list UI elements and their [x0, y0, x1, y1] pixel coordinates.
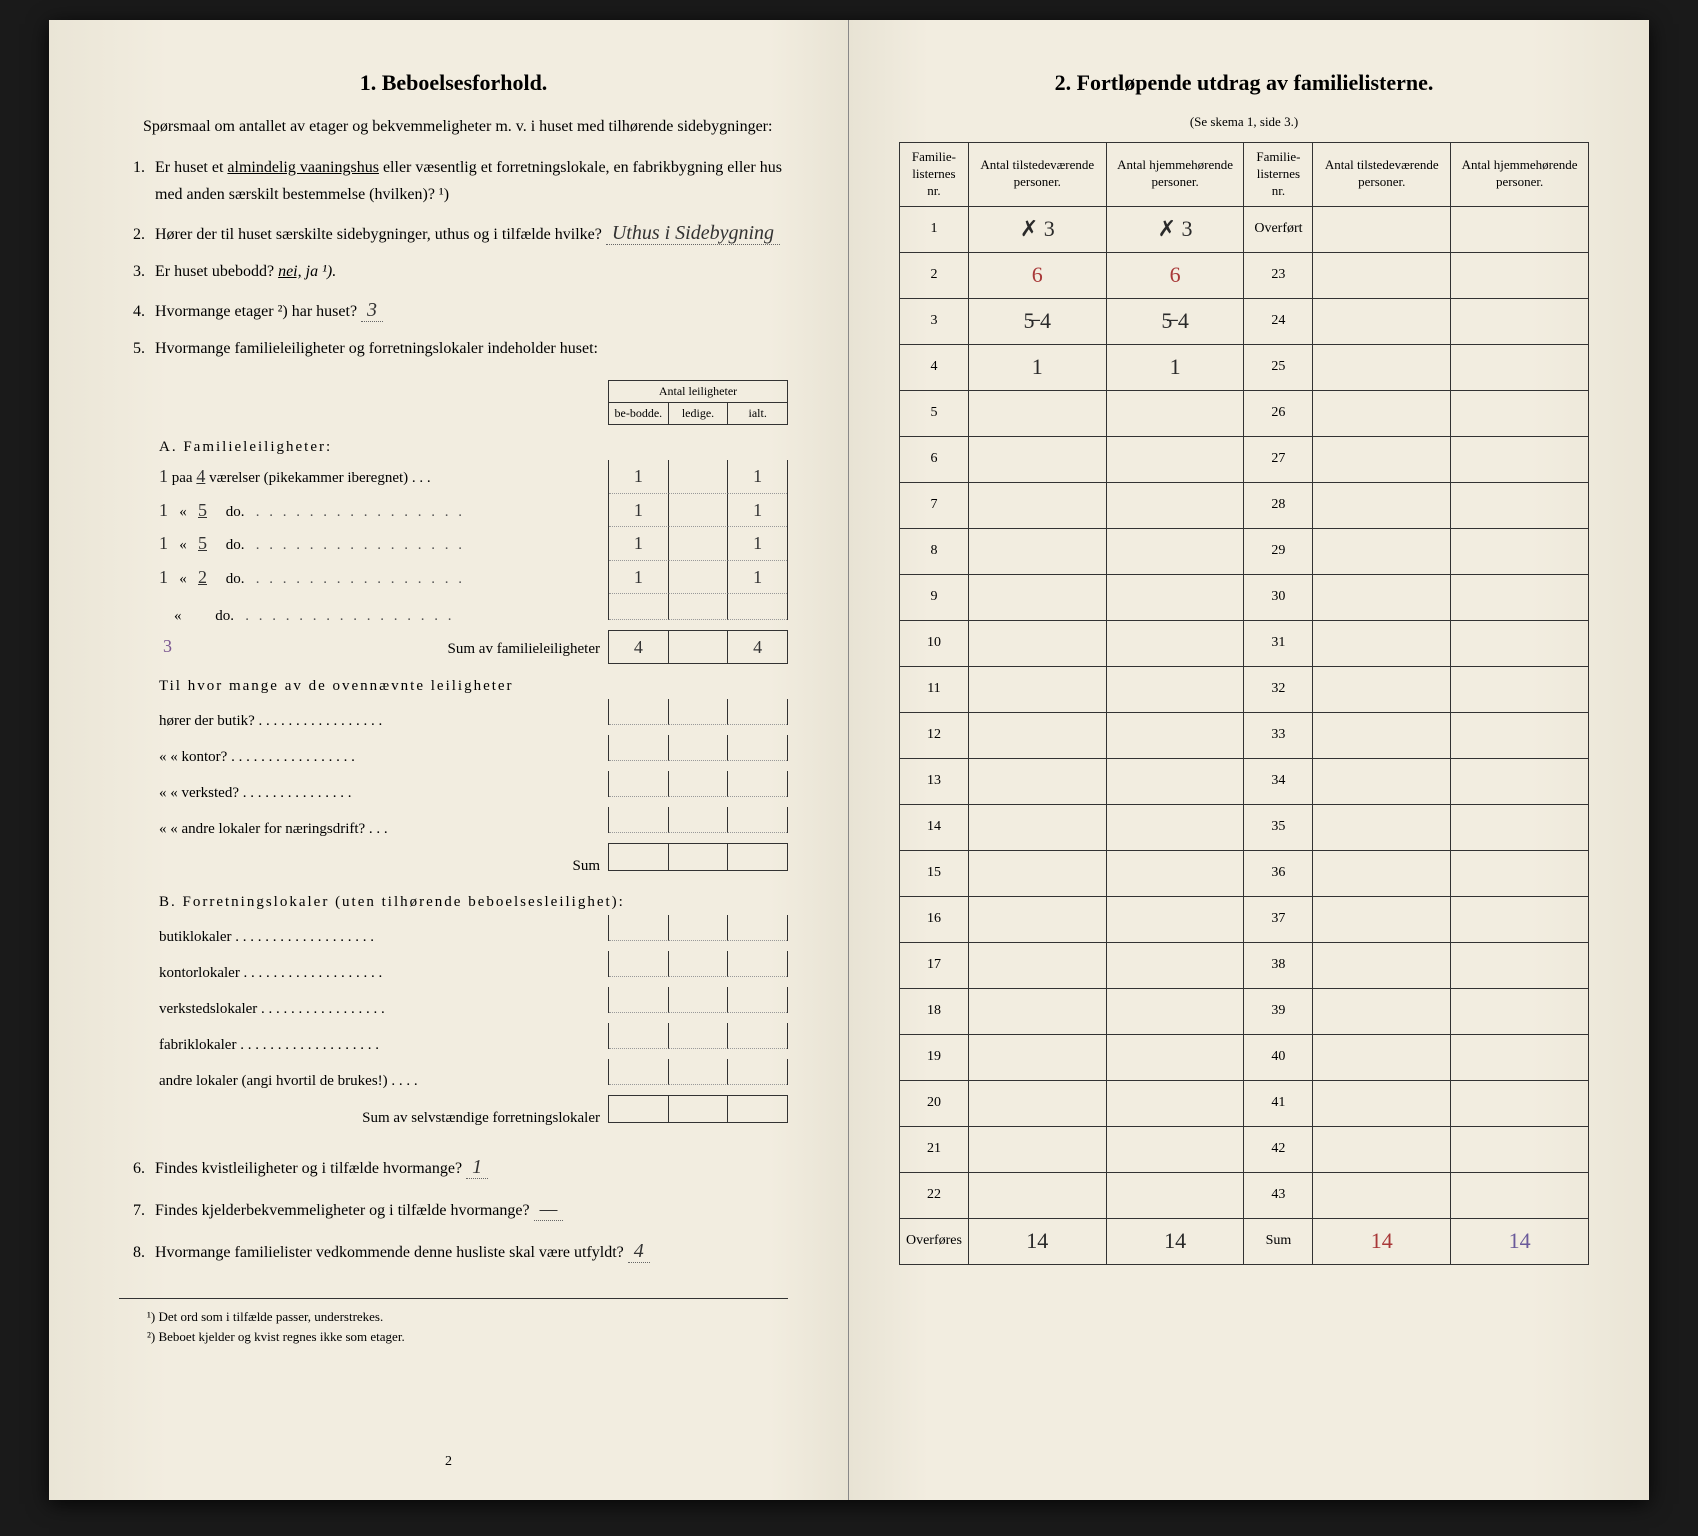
table-row: 1334 [900, 758, 1589, 804]
q4: 4.Hvormange etager ²) har huset? 3 [119, 293, 788, 327]
a-row-2: 1 « 5 do. . . . . . . . . . . . . . . . … [159, 494, 788, 527]
q7: 7.Findes kjelderbekvemmeligheter og i ti… [119, 1192, 788, 1226]
b-title: B. Forretningslokaler (uten tilhørende b… [159, 894, 788, 911]
ovenn-intro: Til hvor mange av de ovennævnte leilighe… [159, 678, 788, 695]
q5: 5.Hvormange familieleiligheter og forret… [119, 335, 788, 362]
questions-6-8: 6.Findes kvistleiligheter og i tilfælde … [119, 1150, 788, 1268]
right-subtitle: (Se skema 1, side 3.) [899, 114, 1589, 130]
right-title: 2. Fortløpende utdrag av familielisterne… [899, 70, 1589, 96]
a-row-4: 1 « 2 do. . . . . . . . . . . . . . . . … [159, 561, 788, 594]
table-row: 1132 [900, 666, 1589, 712]
family-table: Familie-listernes nr. Antal tilstedevære… [899, 142, 1589, 1265]
table-row: 930 [900, 574, 1589, 620]
a-sum: Sum av familieleiligheter 44 3 [159, 630, 788, 664]
question-list: 1.Er huset et almindelig vaaningshus ell… [119, 154, 788, 363]
page-number: 2 [49, 1454, 848, 1470]
page-right: 2. Fortløpende utdrag av familielisterne… [849, 20, 1649, 1500]
table-row: 1031 [900, 620, 1589, 666]
book-spread: 1. Beboelsesforhold. Spørsmaal om antall… [49, 20, 1649, 1500]
section-a: Antal leiligheter be-bodde. ledige. ialt… [159, 380, 788, 1132]
table-row: 1839 [900, 988, 1589, 1034]
q4-answer: 3 [361, 299, 383, 322]
table-row: 728 [900, 482, 1589, 528]
table-row: 1940 [900, 1034, 1589, 1080]
table-row: 41125 [900, 344, 1589, 390]
page-left: 1. Beboelsesforhold. Spørsmaal om antall… [49, 20, 849, 1500]
table-row: 1536 [900, 850, 1589, 896]
table-row: 26623 [900, 252, 1589, 298]
q2: 2.Hører der til huset særskilte sidebygn… [119, 216, 788, 250]
q1: 1.Er huset et almindelig vaaningshus ell… [119, 154, 788, 208]
left-title: 1. Beboelsesforhold. [119, 70, 788, 96]
a-row-blank: « do. . . . . . . . . . . . . . . . . [159, 594, 788, 630]
table-row: 1✗ 3✗ 3Overført [900, 206, 1589, 252]
table-row: 1738 [900, 942, 1589, 988]
table-row: 2243 [900, 1172, 1589, 1218]
table-row: 627 [900, 436, 1589, 482]
q2-answer: Uthus i Sidebygning [606, 222, 780, 245]
table-row: 1435 [900, 804, 1589, 850]
table-row: 2142 [900, 1126, 1589, 1172]
q8: 8.Hvormange familielister vedkommende de… [119, 1234, 788, 1268]
table-row: 35̶ 45̶ 424 [900, 298, 1589, 344]
table-row: 1233 [900, 712, 1589, 758]
table-row: 2041 [900, 1080, 1589, 1126]
footnotes: ¹) Det ord som i tilfælde passer, unders… [119, 1298, 788, 1346]
q3: 3.Er huset ubebodd? nei, ja ¹). [119, 258, 788, 285]
table-row: 829 [900, 528, 1589, 574]
a-row-3: 1 « 5 do. . . . . . . . . . . . . . . . … [159, 527, 788, 560]
a-title: A. Familieleiligheter: [159, 439, 788, 456]
a-row-1: 1 paa 4 værelser (pikekammer iberegnet) … [159, 460, 788, 493]
table-row: 526 [900, 390, 1589, 436]
table-row: 1637 [900, 896, 1589, 942]
intro: Spørsmaal om antallet av etager og bekve… [119, 114, 788, 140]
overfores-row: Overføres 14 14 Sum 14 14 [900, 1218, 1589, 1264]
q6: 6.Findes kvistleiligheter og i tilfælde … [119, 1150, 788, 1184]
